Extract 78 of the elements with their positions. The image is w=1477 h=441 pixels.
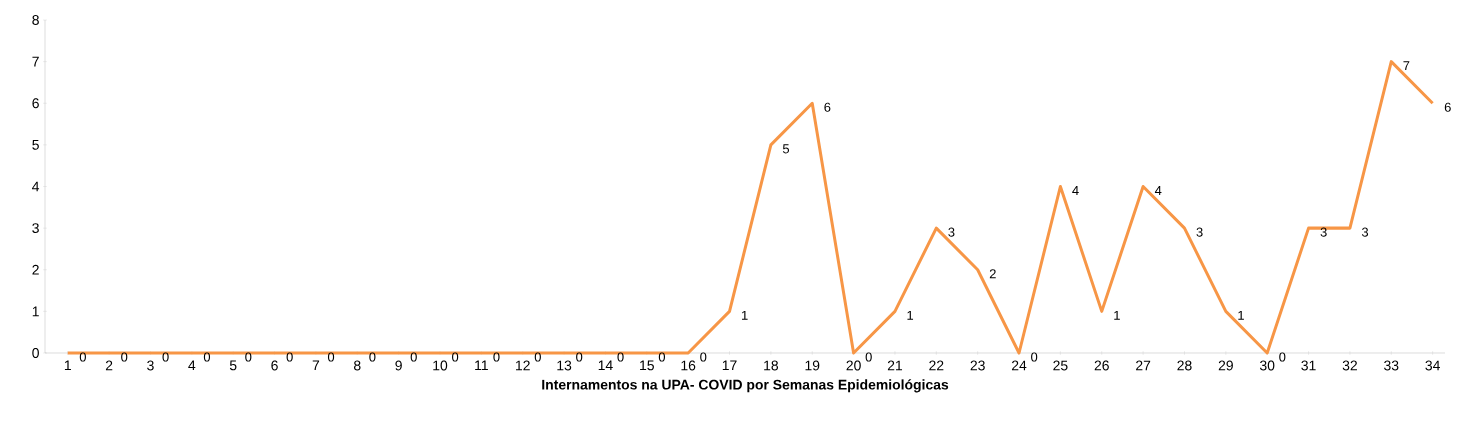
x-tick-label: 16 xyxy=(681,360,696,371)
x-tick-label: 23 xyxy=(970,360,985,371)
data-label: 3 xyxy=(948,227,955,237)
x-tick-label: 3 xyxy=(147,360,154,371)
x-tick-label: 12 xyxy=(516,360,530,371)
data-label: 5 xyxy=(782,144,790,154)
x-tick-label: 2 xyxy=(105,360,113,371)
x-axis-title: Internamentos na UPA- COVID por Semanas Epidemiológicas xyxy=(542,379,949,393)
data-label: 0 xyxy=(121,352,128,362)
x-tick-label: 5 xyxy=(229,360,237,371)
x-tick-label: 18 xyxy=(764,360,779,371)
data-label: 6 xyxy=(1444,102,1451,112)
x-tick-label: 19 xyxy=(805,360,820,371)
x-tick-label: 31 xyxy=(1301,360,1316,371)
x-tick-label: 32 xyxy=(1342,360,1357,371)
y-tick-label: 6 xyxy=(32,98,39,109)
data-label: 0 xyxy=(658,352,666,362)
x-tick-label: 13 xyxy=(557,360,572,371)
data-label: 6 xyxy=(824,102,831,112)
x-tick-label: 11 xyxy=(475,360,488,371)
data-label: 0 xyxy=(286,352,293,362)
data-label: 4 xyxy=(1072,186,1079,195)
x-tick-label: 30 xyxy=(1259,360,1275,371)
data-label: 0 xyxy=(1031,352,1038,362)
data-label: 1 xyxy=(907,310,914,320)
data-label: 3 xyxy=(1361,227,1369,237)
data-label: 0 xyxy=(245,352,252,362)
data-label: 0 xyxy=(369,352,376,362)
y-tick-label: 7 xyxy=(32,56,39,67)
data-label: 0 xyxy=(452,352,459,362)
data-label: 0 xyxy=(327,352,335,362)
y-tick-label: 5 xyxy=(32,140,39,150)
data-label: 0 xyxy=(617,352,624,362)
x-tick-label: 17 xyxy=(722,360,737,371)
data-label: 0 xyxy=(162,352,169,362)
data-label: 0 xyxy=(410,352,417,362)
data-label: 3 xyxy=(1196,227,1203,237)
x-tick-label: 27 xyxy=(1136,360,1151,371)
data-label: 7 xyxy=(1403,61,1410,71)
x-tick-label: 8 xyxy=(354,360,361,371)
x-tick-label: 4 xyxy=(188,360,196,371)
x-tick-label: 7 xyxy=(312,360,320,371)
data-label: 1 xyxy=(742,310,748,320)
data-label: 0 xyxy=(79,352,86,362)
data-label: 3 xyxy=(1320,227,1327,237)
data-label: 0 xyxy=(700,352,707,362)
x-tick-label: 29 xyxy=(1218,360,1233,371)
x-tick-label: 9 xyxy=(395,360,402,371)
x-tick-label: 14 xyxy=(598,360,613,371)
data-label: 0 xyxy=(1279,352,1286,362)
data-label: 1 xyxy=(1238,310,1244,320)
data-label: 4 xyxy=(1154,186,1162,195)
data-label: 0 xyxy=(576,352,583,362)
x-tick-label: 25 xyxy=(1053,360,1068,371)
x-tick-label: 20 xyxy=(846,360,861,371)
x-tick-label: 15 xyxy=(640,360,654,371)
x-tick-label: 34 xyxy=(1425,360,1440,371)
y-tick-label: 1 xyxy=(32,306,39,317)
y-tick-label: 8 xyxy=(32,15,39,25)
x-tick-label: 10 xyxy=(433,360,448,371)
data-label: 2 xyxy=(989,269,996,279)
data-label: 0 xyxy=(203,352,211,362)
x-tick-label: 21 xyxy=(887,360,903,371)
data-label: 0 xyxy=(493,352,500,362)
x-tick-label: 33 xyxy=(1384,360,1399,371)
data-label: 0 xyxy=(534,352,541,362)
y-tick-label: 3 xyxy=(32,223,39,234)
x-tick-label: 26 xyxy=(1094,360,1109,371)
y-tick-label: 4 xyxy=(32,181,40,192)
data-label: 0 xyxy=(865,352,872,362)
x-tick-label: 22 xyxy=(929,360,944,371)
x-tick-label: 1 xyxy=(64,360,71,371)
x-tick-label: 28 xyxy=(1177,360,1192,371)
data-label: 1 xyxy=(1114,310,1120,320)
y-tick-label: 0 xyxy=(32,348,39,358)
x-tick-label: 24 xyxy=(1011,360,1027,371)
x-tick-label: 6 xyxy=(271,360,278,371)
y-tick-label: 2 xyxy=(32,264,39,275)
